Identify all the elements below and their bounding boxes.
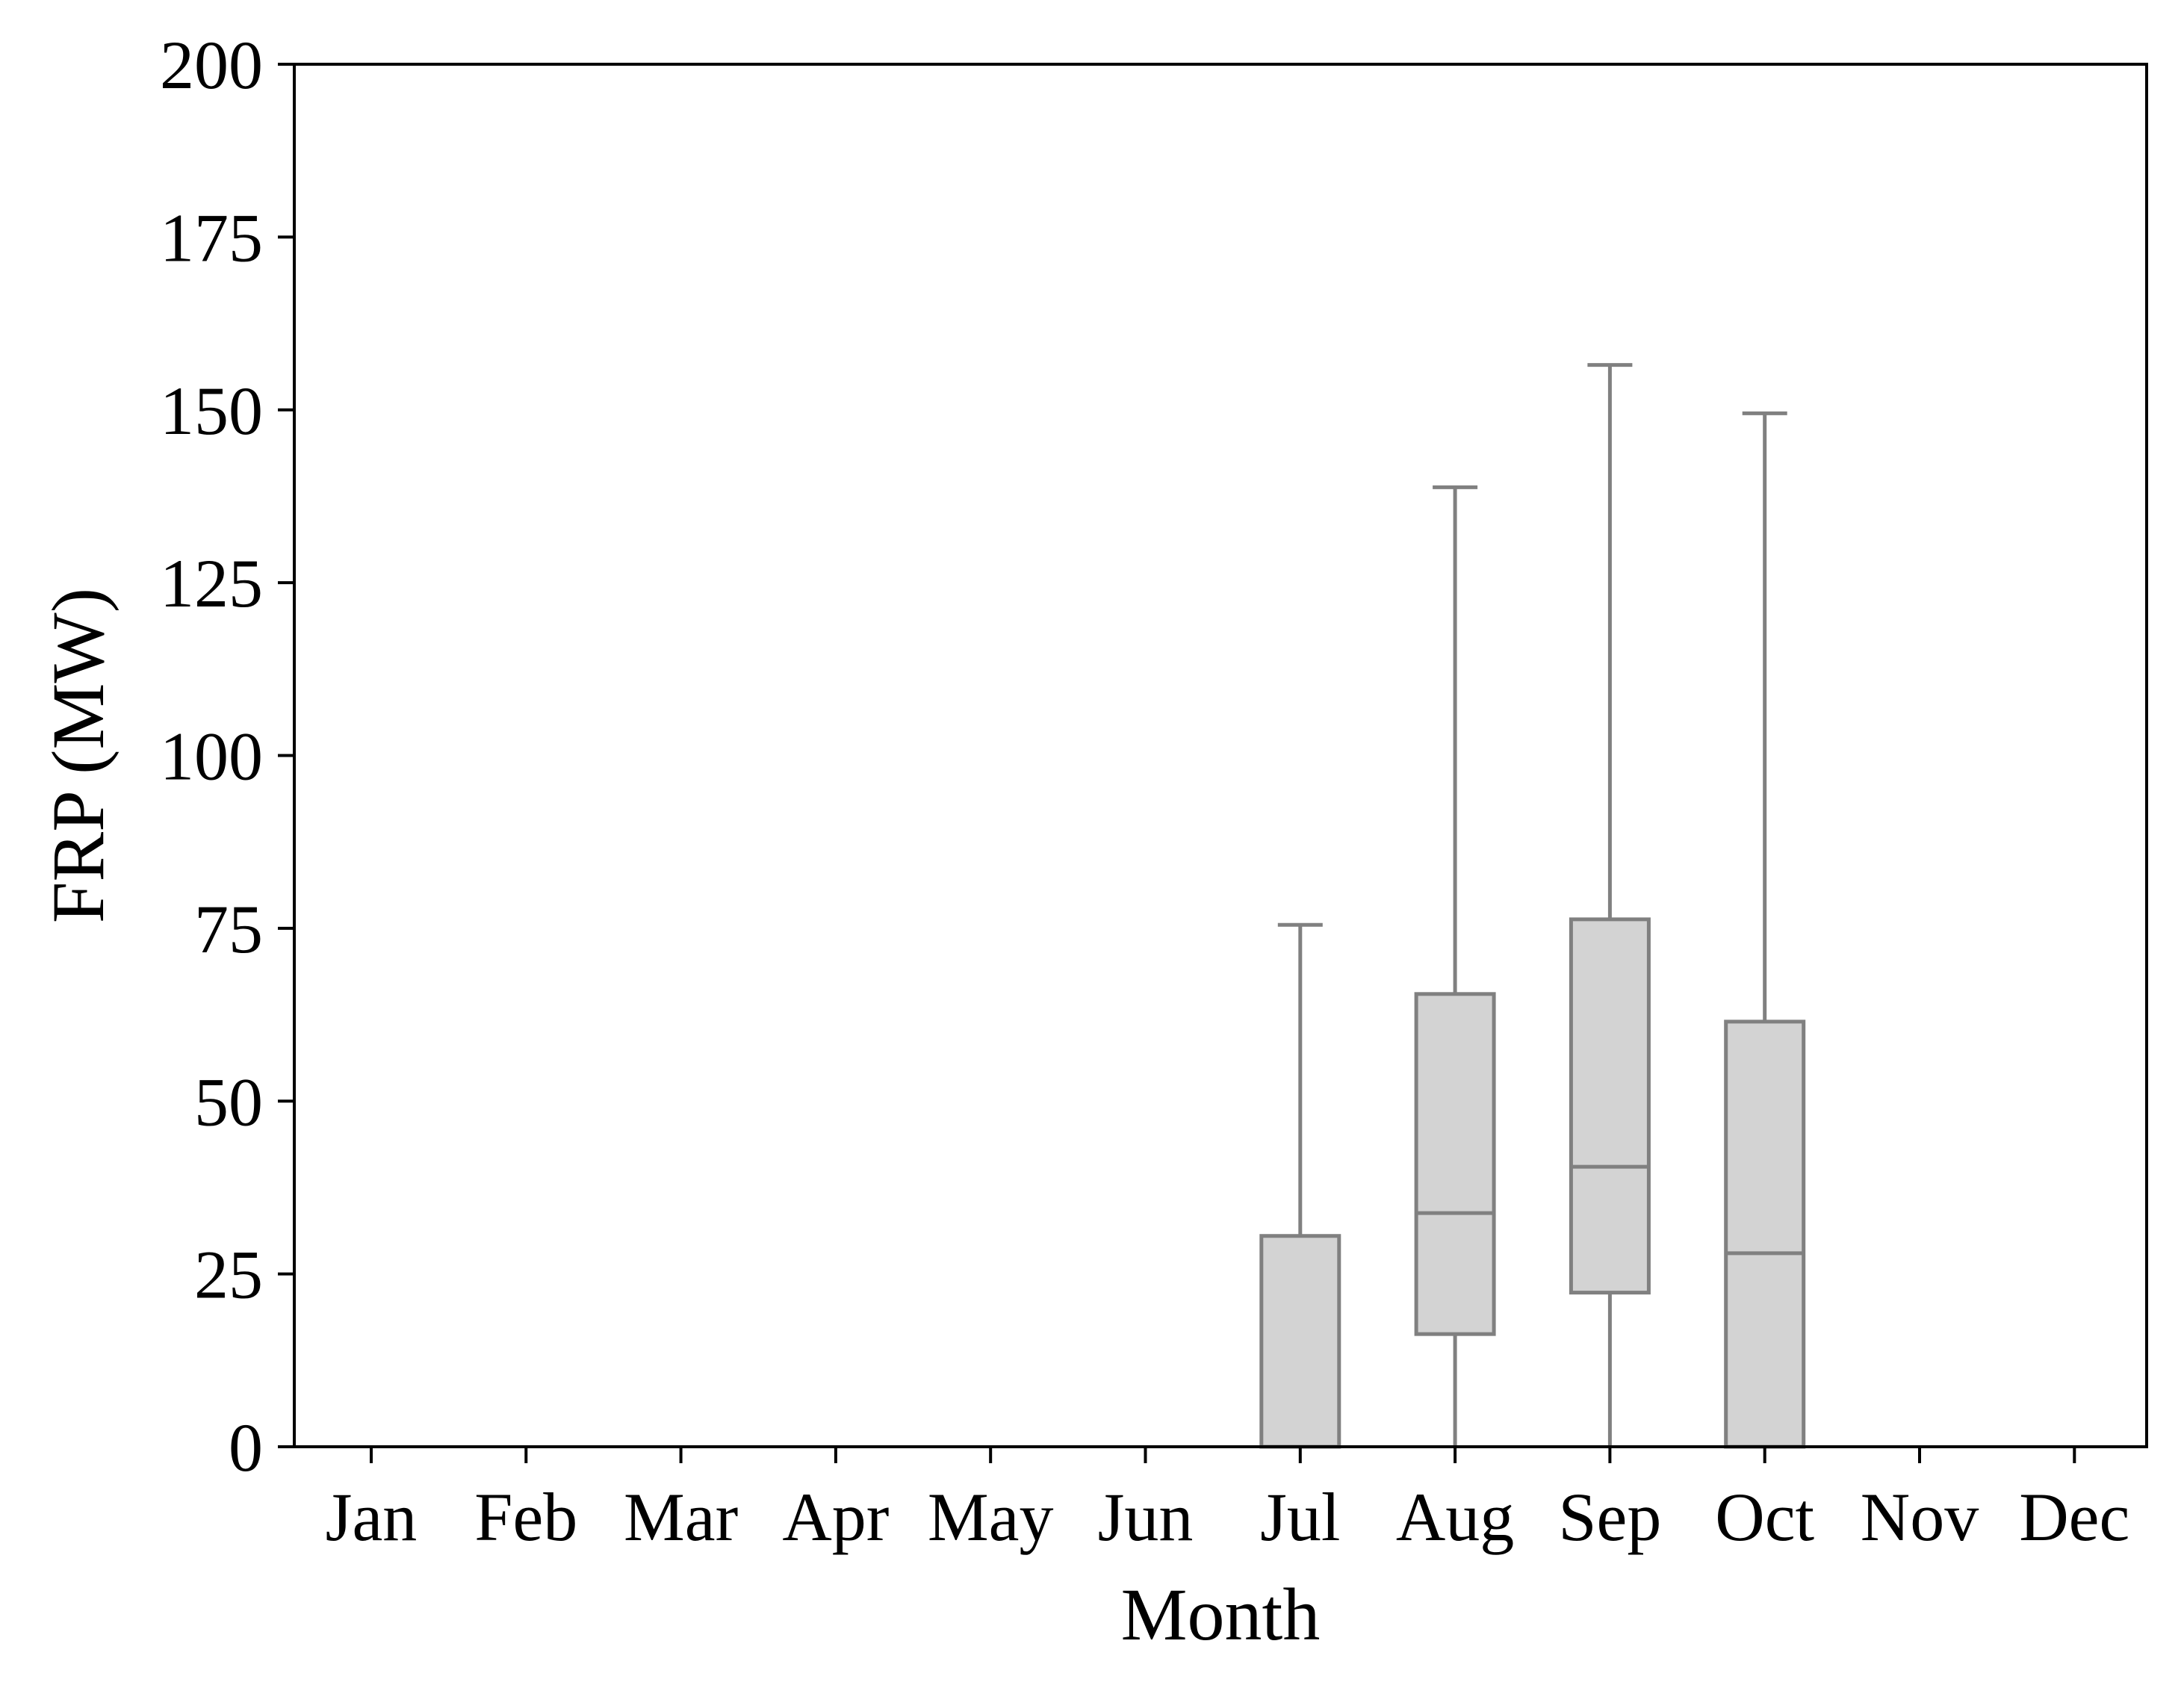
x-tick-label: Jul — [1260, 1479, 1340, 1555]
iqr-box — [1259, 1234, 1341, 1449]
x-axis-title: Month — [1121, 1573, 1321, 1656]
x-tick-label: Sep — [1558, 1479, 1661, 1555]
x-tick-label: Dec — [2019, 1479, 2129, 1555]
x-tick-label: Aug — [1396, 1479, 1514, 1555]
y-tick-label: 125 — [160, 545, 263, 621]
iqr-box — [1414, 992, 1496, 1336]
y-axis: 0 25 50 75 100 125 150 175 200 — [160, 27, 294, 1486]
y-tick-label: 75 — [194, 891, 263, 967]
axes-frame — [293, 63, 2148, 1448]
box-aug — [1414, 485, 1496, 1447]
box-sep — [1569, 363, 1651, 1447]
x-tick-label: Mar — [624, 1479, 738, 1555]
x-tick-label: Apr — [782, 1479, 889, 1555]
iqr-box — [1569, 917, 1651, 1295]
y-tick-label: 50 — [194, 1064, 263, 1140]
y-tick-label: 0 — [229, 1409, 263, 1486]
plot-area — [1259, 363, 1806, 1449]
y-tick-label: 100 — [160, 719, 263, 795]
box-oct — [1724, 411, 1806, 1449]
x-tick-label: Oct — [1715, 1479, 1814, 1555]
x-tick-label: Jun — [1098, 1479, 1194, 1555]
y-tick-label: 150 — [160, 373, 263, 449]
x-tick-label: May — [928, 1479, 1054, 1555]
box-jul — [1259, 922, 1341, 1449]
x-axis: Jan Feb Mar Apr May Jun Jul Aug Sep Oct Nov Dec — [326, 1447, 2129, 1555]
x-tick-label: Jan — [326, 1479, 418, 1555]
iqr-box — [1724, 1020, 1806, 1449]
y-axis-title: FRP (MW) — [37, 588, 120, 923]
x-tick-label: Feb — [474, 1479, 577, 1555]
y-tick-label: 175 — [160, 199, 263, 276]
y-tick-label: 200 — [160, 27, 263, 103]
x-tick-label: Nov — [1861, 1479, 1979, 1555]
y-tick-label: 25 — [194, 1237, 263, 1313]
